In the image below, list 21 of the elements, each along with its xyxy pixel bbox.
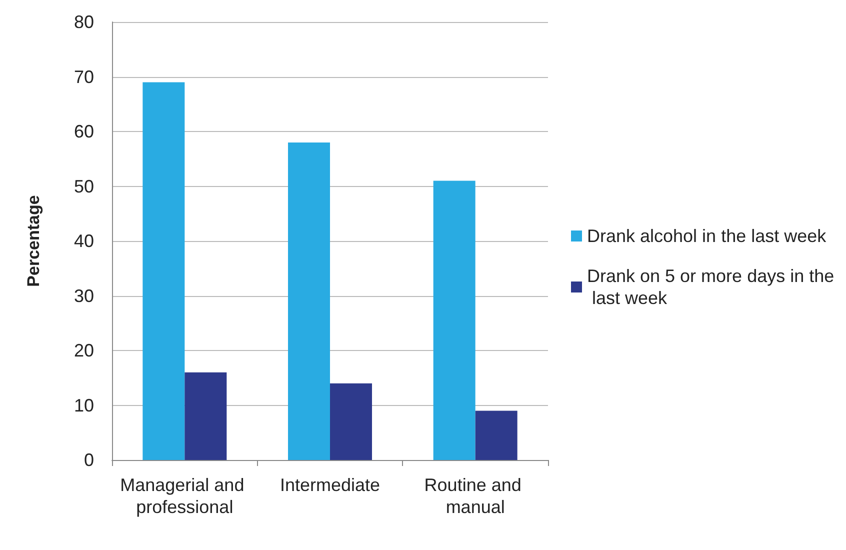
y-tick-label: 50	[74, 176, 94, 196]
x-tick-label: Managerial and professional	[120, 475, 250, 517]
legend-label: Drank alcohol in the last week	[587, 226, 828, 246]
legend-label: Drank on 5 or more days in the last week	[587, 266, 834, 308]
bar	[433, 180, 476, 460]
y-tick-label: 40	[74, 231, 94, 251]
y-tick-label: 60	[74, 122, 94, 142]
x-tick-label: Routine and manual	[424, 475, 526, 517]
bar	[288, 142, 330, 460]
bar	[475, 410, 518, 460]
y-tick-label: 10	[74, 395, 94, 416]
y-axis-title: Percentage	[24, 195, 43, 287]
bar	[330, 383, 372, 460]
y-tick-label: 70	[74, 66, 94, 87]
y-tick-label: 30	[74, 286, 94, 306]
y-tick-label: 0	[84, 450, 94, 470]
x-tick-label: Intermediate	[280, 475, 380, 495]
bar	[142, 82, 185, 460]
bar	[184, 372, 227, 460]
y-tick-label: 80	[74, 12, 94, 32]
y-tick-label: 20	[74, 340, 94, 360]
